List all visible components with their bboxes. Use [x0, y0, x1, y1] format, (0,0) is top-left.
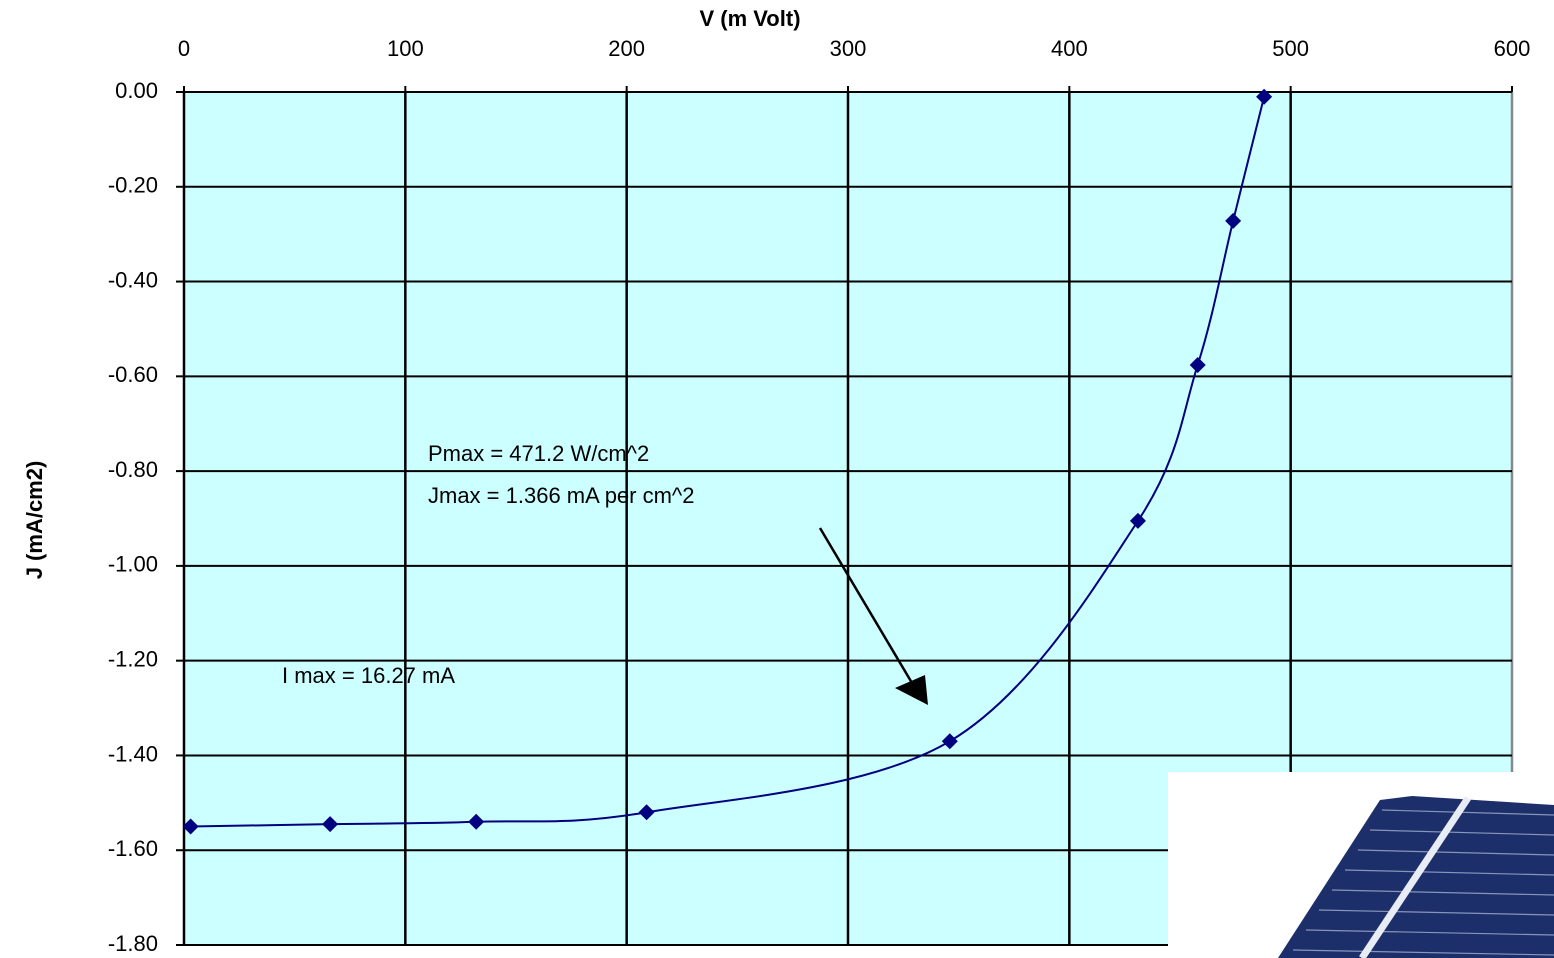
y-tick-label: 0.00 — [115, 78, 158, 103]
x-axis-title: V (m Volt) — [699, 6, 800, 31]
y-tick-label: -0.60 — [108, 362, 158, 387]
y-tick-label: -1.40 — [108, 741, 158, 766]
x-tick-label: 100 — [387, 36, 424, 61]
x-tick-label: 0 — [178, 36, 190, 61]
annotation: Jmax = 1.366 mA per cm^2 — [428, 483, 695, 508]
x-tick-label: 200 — [608, 36, 645, 61]
y-tick-label: -1.80 — [108, 931, 158, 956]
annotation: I max = 16.27 mA — [282, 663, 455, 688]
y-tick-label: -0.20 — [108, 173, 158, 198]
y-tick-label: -1.00 — [108, 552, 158, 577]
x-tick-label: 500 — [1272, 36, 1309, 61]
y-tick-label: -1.20 — [108, 646, 158, 671]
annotation: Pmax = 471.2 W/cm^2 — [428, 441, 649, 466]
y-tick-label: -0.80 — [108, 457, 158, 482]
solar-cell-image — [1168, 772, 1554, 958]
y-tick-label: -0.40 — [108, 267, 158, 292]
chart: V (m Volt) J (mA/cm2) Pmax = 471.2 W/cm^… — [0, 0, 1554, 958]
x-tick-label: 300 — [830, 36, 867, 61]
y-tick-label: -1.60 — [108, 836, 158, 861]
y-axis-title: J (mA/cm2) — [22, 461, 47, 580]
x-tick-label: 600 — [1494, 36, 1531, 61]
x-tick-label: 400 — [1051, 36, 1088, 61]
